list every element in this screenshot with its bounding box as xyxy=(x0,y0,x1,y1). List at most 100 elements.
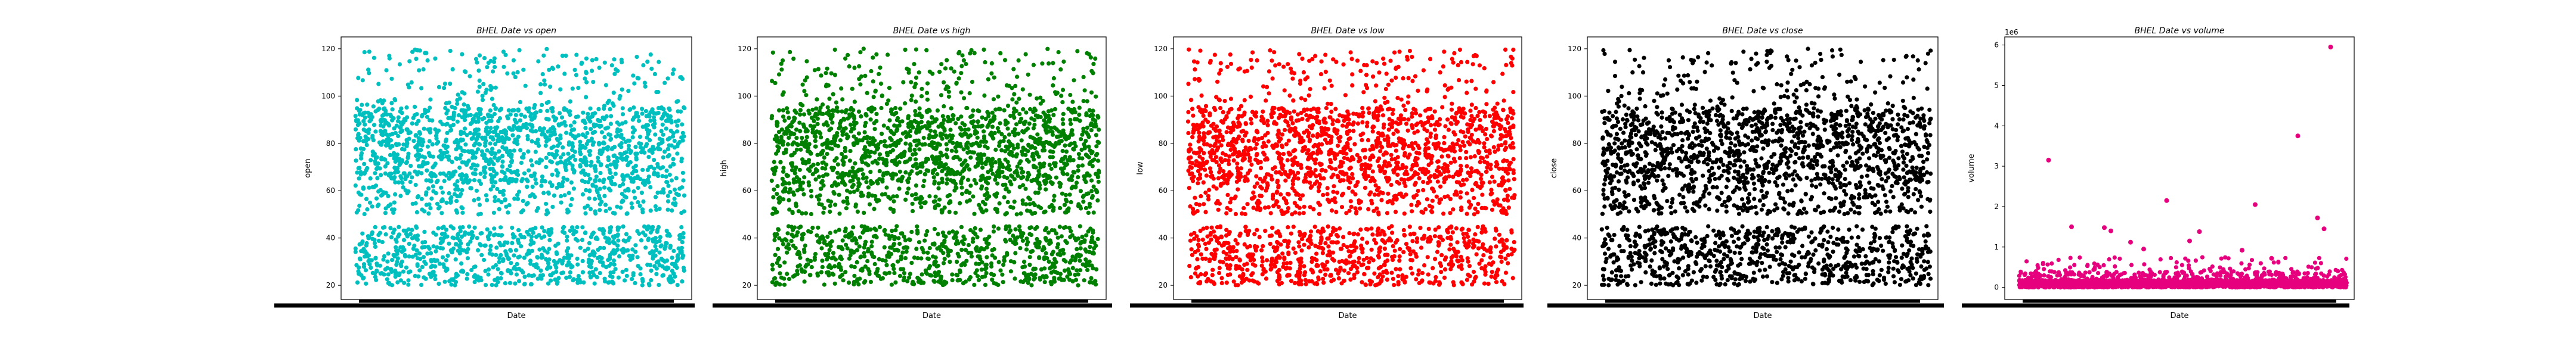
data-point xyxy=(595,236,600,242)
data-point xyxy=(781,169,786,174)
data-point xyxy=(795,269,800,273)
data-point xyxy=(971,230,976,235)
data-point xyxy=(1052,261,1057,266)
data-point xyxy=(1007,230,1012,235)
data-point xyxy=(1091,61,1096,66)
data-point xyxy=(770,263,775,267)
data-point xyxy=(983,274,987,279)
data-point xyxy=(860,138,865,143)
data-point xyxy=(777,108,782,113)
data-point xyxy=(1038,276,1042,280)
data-point xyxy=(997,201,1002,206)
data-point xyxy=(1255,227,1259,232)
data-point xyxy=(511,58,516,63)
data-point xyxy=(1018,211,1023,216)
data-point xyxy=(862,210,866,215)
data-point xyxy=(991,229,996,234)
data-point xyxy=(770,50,775,55)
data-point xyxy=(943,245,948,250)
data-point xyxy=(612,262,617,267)
data-point xyxy=(1065,172,1070,177)
data-point xyxy=(908,272,912,276)
data-point xyxy=(463,142,468,147)
data-point xyxy=(571,186,577,191)
data-point xyxy=(364,281,369,286)
data-point xyxy=(515,169,520,173)
data-point xyxy=(946,253,950,258)
data-point xyxy=(593,267,598,272)
data-point xyxy=(975,156,980,161)
data-point xyxy=(983,263,988,267)
data-point xyxy=(544,164,549,170)
data-point xyxy=(497,260,501,264)
data-point xyxy=(360,102,364,107)
data-point xyxy=(829,126,834,131)
data-point xyxy=(438,148,443,153)
data-point xyxy=(355,170,360,175)
data-point xyxy=(393,159,398,164)
data-point xyxy=(672,145,677,150)
y-axis-label: low xyxy=(1136,161,1145,175)
data-point xyxy=(404,138,409,142)
data-point xyxy=(624,173,629,178)
data-point xyxy=(680,279,685,284)
data-point xyxy=(355,280,360,285)
data-point xyxy=(370,133,375,138)
data-point xyxy=(397,62,402,67)
data-point xyxy=(1024,110,1029,115)
data-point xyxy=(980,199,986,204)
data-point xyxy=(640,277,645,282)
data-point xyxy=(450,104,454,109)
data-point xyxy=(389,235,394,239)
data-point xyxy=(1029,116,1034,121)
data-point xyxy=(509,155,514,160)
data-point xyxy=(990,157,995,161)
data-point xyxy=(1048,155,1052,160)
data-point xyxy=(915,166,919,170)
data-point xyxy=(1188,238,1193,243)
data-point xyxy=(887,86,892,91)
data-point xyxy=(481,136,485,141)
data-point xyxy=(452,192,457,197)
data-point xyxy=(973,131,977,136)
data-point xyxy=(601,180,606,185)
data-point xyxy=(1076,168,1080,173)
data-point xyxy=(501,188,506,194)
data-point xyxy=(678,75,683,80)
data-point xyxy=(1038,186,1042,191)
data-point xyxy=(620,157,625,162)
data-point xyxy=(462,149,467,154)
data-point xyxy=(608,136,614,141)
data-point xyxy=(472,198,476,202)
data-point xyxy=(1481,253,1486,258)
data-point xyxy=(671,272,676,276)
data-point xyxy=(961,281,966,286)
data-point xyxy=(931,199,936,204)
data-point xyxy=(426,186,431,191)
data-point xyxy=(1044,275,1049,279)
data-point xyxy=(498,177,503,183)
data-point xyxy=(550,66,556,71)
data-point xyxy=(846,52,850,57)
data-point xyxy=(908,156,912,161)
y-tick-label: 40 xyxy=(1159,234,1168,242)
data-point xyxy=(546,129,550,134)
data-point xyxy=(857,276,862,281)
data-point xyxy=(587,241,592,245)
data-point xyxy=(407,254,411,259)
data-point xyxy=(910,208,915,214)
data-point xyxy=(940,230,945,235)
data-point xyxy=(826,198,831,203)
data-point xyxy=(462,102,466,107)
data-point xyxy=(795,264,800,269)
data-point xyxy=(917,106,922,111)
data-point xyxy=(407,241,411,247)
data-point xyxy=(967,91,972,96)
data-point xyxy=(416,164,422,169)
data-point xyxy=(813,139,818,144)
data-point xyxy=(367,262,372,267)
data-point xyxy=(570,86,575,91)
data-point xyxy=(1008,179,1013,184)
data-point xyxy=(385,161,390,166)
data-point xyxy=(844,206,849,211)
